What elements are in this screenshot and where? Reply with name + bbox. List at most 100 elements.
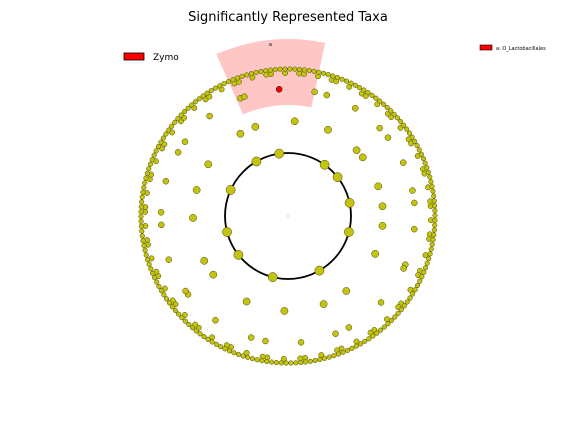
taxon-node: [150, 270, 156, 276]
taxon-node: [306, 67, 312, 74]
taxon-node: [213, 341, 219, 347]
taxon-node: [158, 139, 164, 145]
taxon-node: [139, 228, 145, 234]
taxon-node: [140, 238, 146, 244]
taxon-node: [259, 358, 265, 364]
taxon-node: [162, 177, 170, 185]
taxon-node: [218, 344, 224, 350]
taxon-node: [427, 251, 433, 257]
taxon-node: [158, 288, 164, 294]
taxon-node: [141, 185, 147, 191]
taxon-node: [297, 339, 305, 346]
taxon-node: [412, 138, 418, 144]
taxon-node: [370, 333, 376, 339]
taxon-node: [432, 208, 438, 214]
taxon-node: [371, 249, 379, 258]
taxon-node: [349, 345, 355, 351]
taxon-node: [200, 93, 206, 99]
taxon-node: [138, 218, 144, 224]
taxon-node: [384, 316, 390, 323]
taxon-node: [217, 83, 223, 89]
taxon-node: [277, 66, 283, 72]
clade-legend-label-a: a: O_Lactobacillales: [496, 46, 546, 52]
taxon-node: [149, 157, 155, 163]
taxon-node: [155, 143, 162, 150]
taxon-node: [264, 358, 270, 365]
taxon-node: [236, 129, 245, 138]
taxon-node: [283, 360, 289, 366]
taxon-node: [247, 334, 255, 341]
taxon-node: [245, 354, 251, 360]
taxon-node: [164, 296, 170, 302]
taxon-node: [251, 122, 260, 131]
taxon-node: [169, 304, 175, 310]
taxon-node: [212, 316, 219, 324]
legend: Zymo: [123, 52, 179, 63]
taxon-node: [410, 291, 416, 297]
taxon-node: [365, 90, 371, 96]
taxon-node: [153, 148, 159, 154]
taxon-node: [242, 297, 251, 306]
taxon-node: [175, 116, 181, 122]
taxon-node: [325, 72, 331, 78]
taxon-node: [225, 185, 236, 195]
taxon-node: [231, 350, 237, 356]
taxon-node: [376, 124, 383, 132]
taxon-node: [189, 102, 195, 108]
taxon-node: [311, 88, 318, 96]
taxon-node: [429, 183, 435, 190]
taxon-node: [369, 92, 375, 98]
taxon-node: [342, 287, 351, 295]
taxon-node: [197, 331, 203, 337]
taxon-node: [288, 360, 294, 366]
taxon-node: [344, 197, 355, 208]
taxon-node: [181, 109, 188, 115]
taxon-node: [189, 325, 196, 331]
taxon-node: [273, 359, 279, 366]
taxon-node: [332, 172, 343, 182]
taxon-node: [358, 341, 364, 347]
taxon-node: [280, 307, 289, 315]
taxon-node: [139, 233, 145, 239]
taxon-node: [280, 355, 287, 362]
taxon-node: [146, 261, 152, 267]
taxon-node: [239, 73, 245, 79]
taxon-node: [143, 175, 149, 181]
taxon-node: [366, 336, 372, 342]
taxon-node: [233, 250, 244, 260]
significant-node: [275, 86, 283, 93]
taxon-node: [201, 334, 207, 340]
taxon-node: [358, 153, 367, 162]
taxon-node: [292, 66, 298, 72]
taxon-node: [186, 321, 192, 328]
taxon-node: [181, 138, 189, 145]
taxon-node: [166, 300, 172, 306]
taxon-node: [344, 347, 351, 353]
taxon-node: [200, 256, 209, 265]
taxon-node: [174, 149, 182, 156]
taxon-node: [206, 112, 213, 120]
taxon-node: [230, 77, 236, 83]
taxon-node: [330, 73, 336, 79]
taxon-node: [172, 307, 178, 314]
taxon-node: [209, 270, 218, 279]
taxon-node: [221, 81, 227, 87]
taxon-node: [161, 292, 167, 298]
taxon-node: [176, 311, 182, 317]
taxon-node: [209, 339, 215, 345]
taxon-node: [409, 134, 415, 140]
taxon-node: [431, 227, 437, 233]
root-node: [287, 215, 289, 217]
taxon-node: [272, 66, 278, 73]
taxon-node: [319, 159, 330, 170]
taxon-node: [431, 198, 437, 204]
taxon-node: [314, 265, 325, 276]
taxon-node: [378, 327, 384, 333]
taxon-node: [267, 272, 278, 282]
taxon-node: [401, 303, 407, 309]
taxon-node: [373, 95, 379, 101]
taxon-node: [251, 156, 262, 167]
taxon-node: [432, 212, 438, 219]
taxon-node: [404, 126, 410, 132]
